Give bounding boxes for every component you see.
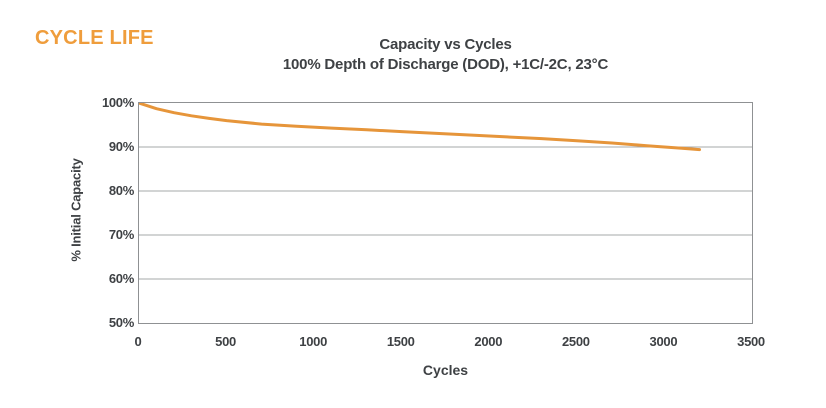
capacity-line-chart xyxy=(139,103,752,280)
chart-title: Capacity vs Cycles xyxy=(379,36,512,53)
x-tick-label-0: 0 xyxy=(134,334,142,349)
y-tick-label-50: 50% xyxy=(108,315,134,330)
x-tick-label-1500: 1500 xyxy=(386,334,415,349)
y-tick-label-80: 80% xyxy=(108,183,134,198)
x-tick-label-1000: 1000 xyxy=(299,334,328,349)
y-tick-label-70: 70% xyxy=(108,227,134,242)
x-tick-label-3000: 3000 xyxy=(649,334,678,349)
capacity-curve xyxy=(139,103,701,152)
y-tick-label-100: 100% xyxy=(101,95,134,110)
y-axis-label: % Initial Capacity xyxy=(68,158,84,262)
section-heading: CYCLE LIFE xyxy=(35,27,154,49)
y-tick-label-60: 60% xyxy=(108,271,134,286)
y-tick-label-90: 90% xyxy=(108,139,134,154)
chart-subtitle: 100% Depth of Discharge (DOD), +1C/-2C, … xyxy=(282,56,609,73)
plot-area xyxy=(138,102,753,324)
x-tick-label-500: 500 xyxy=(215,334,236,349)
x-tick-label-3500: 3500 xyxy=(737,334,765,349)
x-axis-label: Cycles xyxy=(422,362,469,378)
x-tick-label-2500: 2500 xyxy=(561,334,590,349)
x-tick-label-2000: 2000 xyxy=(474,334,503,349)
